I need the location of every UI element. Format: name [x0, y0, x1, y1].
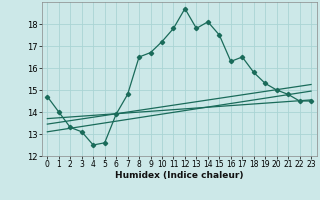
- X-axis label: Humidex (Indice chaleur): Humidex (Indice chaleur): [115, 171, 244, 180]
